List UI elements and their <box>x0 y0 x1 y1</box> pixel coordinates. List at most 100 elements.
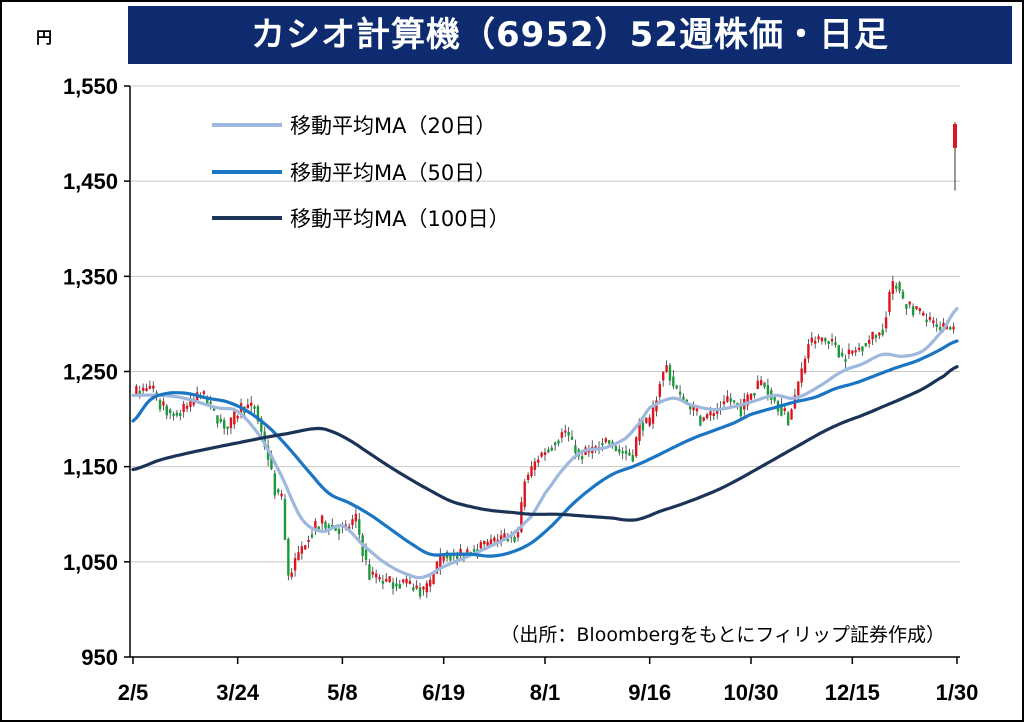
x-tick-labels: 2/5 3/24 5/8 6/19 8/1 9/16 10/30 12/15 1/30 <box>118 657 978 705</box>
candle-body <box>175 412 179 416</box>
candle-body <box>249 402 253 406</box>
candle-body <box>621 451 624 454</box>
candle-body <box>611 441 614 445</box>
candle-body <box>797 381 800 396</box>
candle-body <box>526 474 530 480</box>
candle-body <box>226 426 229 429</box>
candle-body <box>216 415 219 424</box>
candle-body <box>506 538 510 542</box>
candle-body <box>283 498 287 540</box>
candle-body <box>574 445 577 454</box>
candle-body <box>378 577 381 580</box>
candle-body <box>942 322 945 328</box>
x-tick-label-6: 10/30 <box>723 680 778 705</box>
legend-label-ma100: 移動平均MA（100日） <box>290 207 510 231</box>
candle-body <box>148 385 152 389</box>
candle-body <box>854 350 857 353</box>
candle-body <box>317 526 320 530</box>
candle-body <box>655 400 658 412</box>
candle-body <box>729 398 732 402</box>
candle-body <box>867 339 871 344</box>
x-tick-label-7: 12/15 <box>825 680 880 705</box>
candle-body <box>705 414 709 419</box>
candle-body <box>287 538 290 576</box>
candle-body <box>385 578 388 582</box>
x-tick-label-1: 3/24 <box>216 680 260 705</box>
candle-body <box>422 586 425 590</box>
line-ma100 <box>131 365 959 522</box>
x-tick-label-0: 2/5 <box>118 680 149 705</box>
candle-body <box>449 554 452 561</box>
candle-body <box>466 549 469 553</box>
candle-body <box>837 345 841 358</box>
candle-body <box>256 406 260 422</box>
candle-body <box>844 359 847 362</box>
candle-body <box>260 418 263 432</box>
candle-body <box>783 408 786 412</box>
candle-body <box>334 527 337 531</box>
candle-body <box>388 576 391 583</box>
candle-body <box>567 431 570 436</box>
candle-body <box>557 440 560 444</box>
candle-body <box>152 385 155 389</box>
candle-body <box>503 533 506 540</box>
candle-body <box>601 442 604 445</box>
candle-body <box>324 521 327 529</box>
candle-body <box>911 306 915 316</box>
x-tick-label-3: 6/19 <box>422 680 465 705</box>
candle-body <box>459 548 462 557</box>
candle-body <box>395 583 398 587</box>
candle-body <box>141 387 145 391</box>
candle-body <box>895 285 898 289</box>
candle-body <box>614 446 618 452</box>
candle-body <box>351 519 354 526</box>
candle-body <box>253 406 256 409</box>
candle-body <box>277 489 280 493</box>
candle-body <box>368 564 371 580</box>
candle-body <box>651 405 655 424</box>
candle-body <box>820 337 824 342</box>
candle-body <box>219 418 223 422</box>
candle-body <box>851 350 854 354</box>
candle-body <box>685 399 689 403</box>
candle-body <box>158 400 162 410</box>
candle-body <box>726 396 729 402</box>
candle-body <box>953 124 957 148</box>
candle-body <box>813 340 817 344</box>
candle-body <box>628 452 631 456</box>
candle-body <box>523 481 526 507</box>
candle-body <box>840 352 844 357</box>
candle-body <box>172 413 175 417</box>
candle-body <box>881 329 884 336</box>
candle-body <box>202 391 206 395</box>
candle-body <box>665 365 668 372</box>
candle-body <box>307 539 310 543</box>
candle-body <box>499 535 503 541</box>
candle-body <box>560 432 564 438</box>
candle-body <box>722 401 726 405</box>
candle-body <box>138 390 141 394</box>
candle-body <box>297 552 300 561</box>
candle-body <box>425 583 429 593</box>
candle-body <box>746 394 749 406</box>
candle-body <box>830 339 834 342</box>
candle-body <box>878 332 881 336</box>
candle-body <box>645 417 648 423</box>
candle-body <box>661 372 665 381</box>
candle-body <box>702 417 705 421</box>
candle-body <box>347 526 351 530</box>
y-tick-labels: 950 1,050 1,150 1,250 1,350 1,450 1,550 <box>63 74 130 670</box>
candle-body <box>439 554 442 569</box>
candle-body <box>945 325 949 330</box>
y-axis-unit: 円 <box>36 28 53 47</box>
candle-body <box>689 404 692 410</box>
candle-body <box>455 555 459 559</box>
candle-body <box>270 456 273 469</box>
candle-body <box>827 341 830 344</box>
candle-body <box>648 417 651 426</box>
legend-label-ma20: 移動平均MA（20日） <box>290 114 496 138</box>
candle-body <box>374 573 378 578</box>
candle-body <box>520 502 523 532</box>
candle-body <box>489 539 493 545</box>
